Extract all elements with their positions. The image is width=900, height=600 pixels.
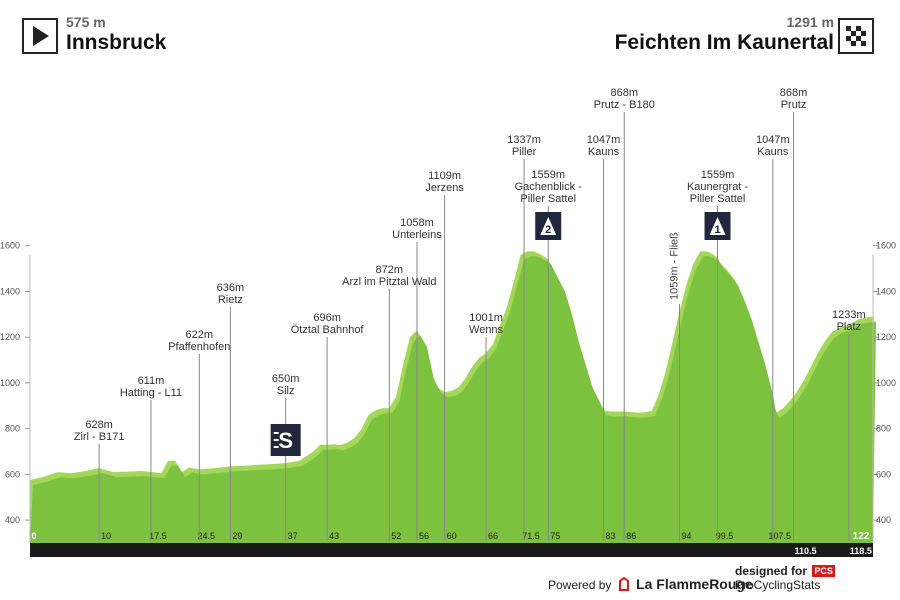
km-bar <box>30 543 873 557</box>
finish-header: 1291 m Feichten Im Kaunertal <box>615 14 834 55</box>
start-location: Innsbruck <box>66 31 167 54</box>
marker-label: Kauns <box>588 146 620 158</box>
x-tick-label: 118.5 <box>850 546 872 556</box>
marker-label: 872m <box>376 264 404 276</box>
y-tick-label-right: 600 <box>876 469 891 479</box>
marker-label: Rietz <box>218 294 243 306</box>
marker-label: 1337m <box>507 134 541 146</box>
x-tick-label: 75 <box>550 531 560 541</box>
x-tick-label: 24.5 <box>198 531 216 541</box>
x-tick-label: 29 <box>232 531 242 541</box>
flamme-rouge-logo-icon <box>618 576 629 591</box>
x-tick-label: 0 <box>31 531 36 541</box>
x-tick-label: 56 <box>419 531 429 541</box>
x-tick-label: 107.5 <box>769 531 792 541</box>
climb-category-label: 1 <box>714 224 720 236</box>
marker-label: 1233m <box>832 309 866 321</box>
powered-by: Powered by La FlammeRouge <box>548 576 753 592</box>
y-tick-label-left: 1400 <box>0 286 20 296</box>
flamme-rouge-brand: La FlammeRouge <box>636 576 753 592</box>
finish-elevation: 1291 m <box>786 14 834 30</box>
marker-label: 1047m <box>587 134 621 146</box>
x-tick-label: 110.5 <box>795 546 817 556</box>
x-tick-label: 71.5 <box>522 531 540 541</box>
y-tick-label-right: 400 <box>876 515 891 525</box>
x-tick-label: 10 <box>101 531 111 541</box>
marker-label: 650m <box>272 373 300 385</box>
marker-label: Piller <box>512 146 537 158</box>
marker-label: Wenns <box>469 324 504 336</box>
marker-label: Unterleins <box>392 229 442 241</box>
marker-label: Piller Sattel <box>690 193 746 205</box>
y-tick-label-right: 1600 <box>876 241 896 251</box>
climb-category-label: 2 <box>545 224 551 236</box>
pcs-brand: ProCyclingStats <box>735 578 821 592</box>
marker-label: Platz <box>837 321 861 333</box>
pcs-logo-icon: PCS <box>812 565 835 577</box>
marker-label: Silz <box>277 385 295 397</box>
marker-label: 1109m <box>428 170 461 182</box>
y-tick-label-left: 1600 <box>0 241 20 251</box>
marker-label: Prutz - B180 <box>594 99 655 111</box>
marker-label: 1001m <box>469 312 503 324</box>
marker-label: 1047m <box>756 134 790 146</box>
designed-label: designed for <box>735 564 808 578</box>
sprint-icon: S <box>278 428 293 453</box>
marker-label: 611m <box>138 375 165 387</box>
marker-label: Piller Sattel <box>520 193 576 205</box>
mountain-icon <box>709 217 726 235</box>
x-tick-label: 43 <box>329 531 339 541</box>
marker-label: 1559m <box>701 169 735 181</box>
marker-label-vertical: 1059m - Fließ <box>669 232 681 300</box>
y-tick-label-right: 1200 <box>876 332 896 342</box>
y-tick-label-right: 800 <box>876 424 891 434</box>
start-elevation: 575 m <box>66 14 106 30</box>
marker-label: 696m <box>313 312 341 324</box>
y-tick-label-left: 800 <box>5 424 20 434</box>
y-tick-label-left: 400 <box>5 515 20 525</box>
marker-label: 868m <box>780 87 808 99</box>
marker-label: 622m <box>186 329 214 341</box>
marker-label: 1559m <box>531 169 565 181</box>
y-tick-label-left: 600 <box>5 469 20 479</box>
mountain-icon <box>540 217 557 235</box>
marker-label: Kauns <box>757 146 789 158</box>
designed-for: designed for PCS ProCyclingStats <box>735 564 900 592</box>
x-tick-label: 52 <box>391 531 401 541</box>
x-tick-label: 122 <box>853 531 870 542</box>
marker-label: 868m <box>610 87 638 99</box>
marker-label: Gachenblick - <box>515 181 583 193</box>
finish-location: Feichten Im Kaunertal <box>614 31 834 54</box>
x-tick-label: 37 <box>288 531 298 541</box>
marker-label: 628m <box>85 419 113 431</box>
y-tick-label-right: 1000 <box>876 378 896 388</box>
marker-label: Pfaffenhofen <box>168 341 230 353</box>
marker-label: Zirl - B171 <box>74 431 125 443</box>
start-flag-icon <box>22 18 58 54</box>
marker-label: Prutz <box>781 99 807 111</box>
x-tick-label: 66 <box>488 531 498 541</box>
x-tick-label: 94 <box>682 531 692 541</box>
x-tick-label: 60 <box>447 531 457 541</box>
y-tick-label-left: 1200 <box>0 332 20 342</box>
finish-flag-icon <box>838 18 874 54</box>
marker-label: Arzl im Pitztal Wald <box>342 276 436 288</box>
marker-label: 636m <box>217 282 245 294</box>
x-tick-label: 99.5 <box>716 531 734 541</box>
start-header: 575 m Innsbruck <box>66 14 166 55</box>
marker-label: Jerzens <box>425 182 464 194</box>
profile-area <box>30 256 876 543</box>
y-tick-label-right: 1400 <box>876 286 896 296</box>
marker-label: 1058m <box>400 217 434 229</box>
y-tick-label-left: 1000 <box>0 378 20 388</box>
x-tick-label: 17.5 <box>149 531 167 541</box>
marker-label: Kaunergrat - <box>687 181 748 193</box>
x-tick-label: 86 <box>626 531 636 541</box>
x-tick-label: 83 <box>606 531 616 541</box>
powered-label: Powered by <box>548 578 612 592</box>
marker-label: Hatting - L11 <box>120 387 182 399</box>
marker-label: Ötztal Bahnhof <box>291 324 365 336</box>
